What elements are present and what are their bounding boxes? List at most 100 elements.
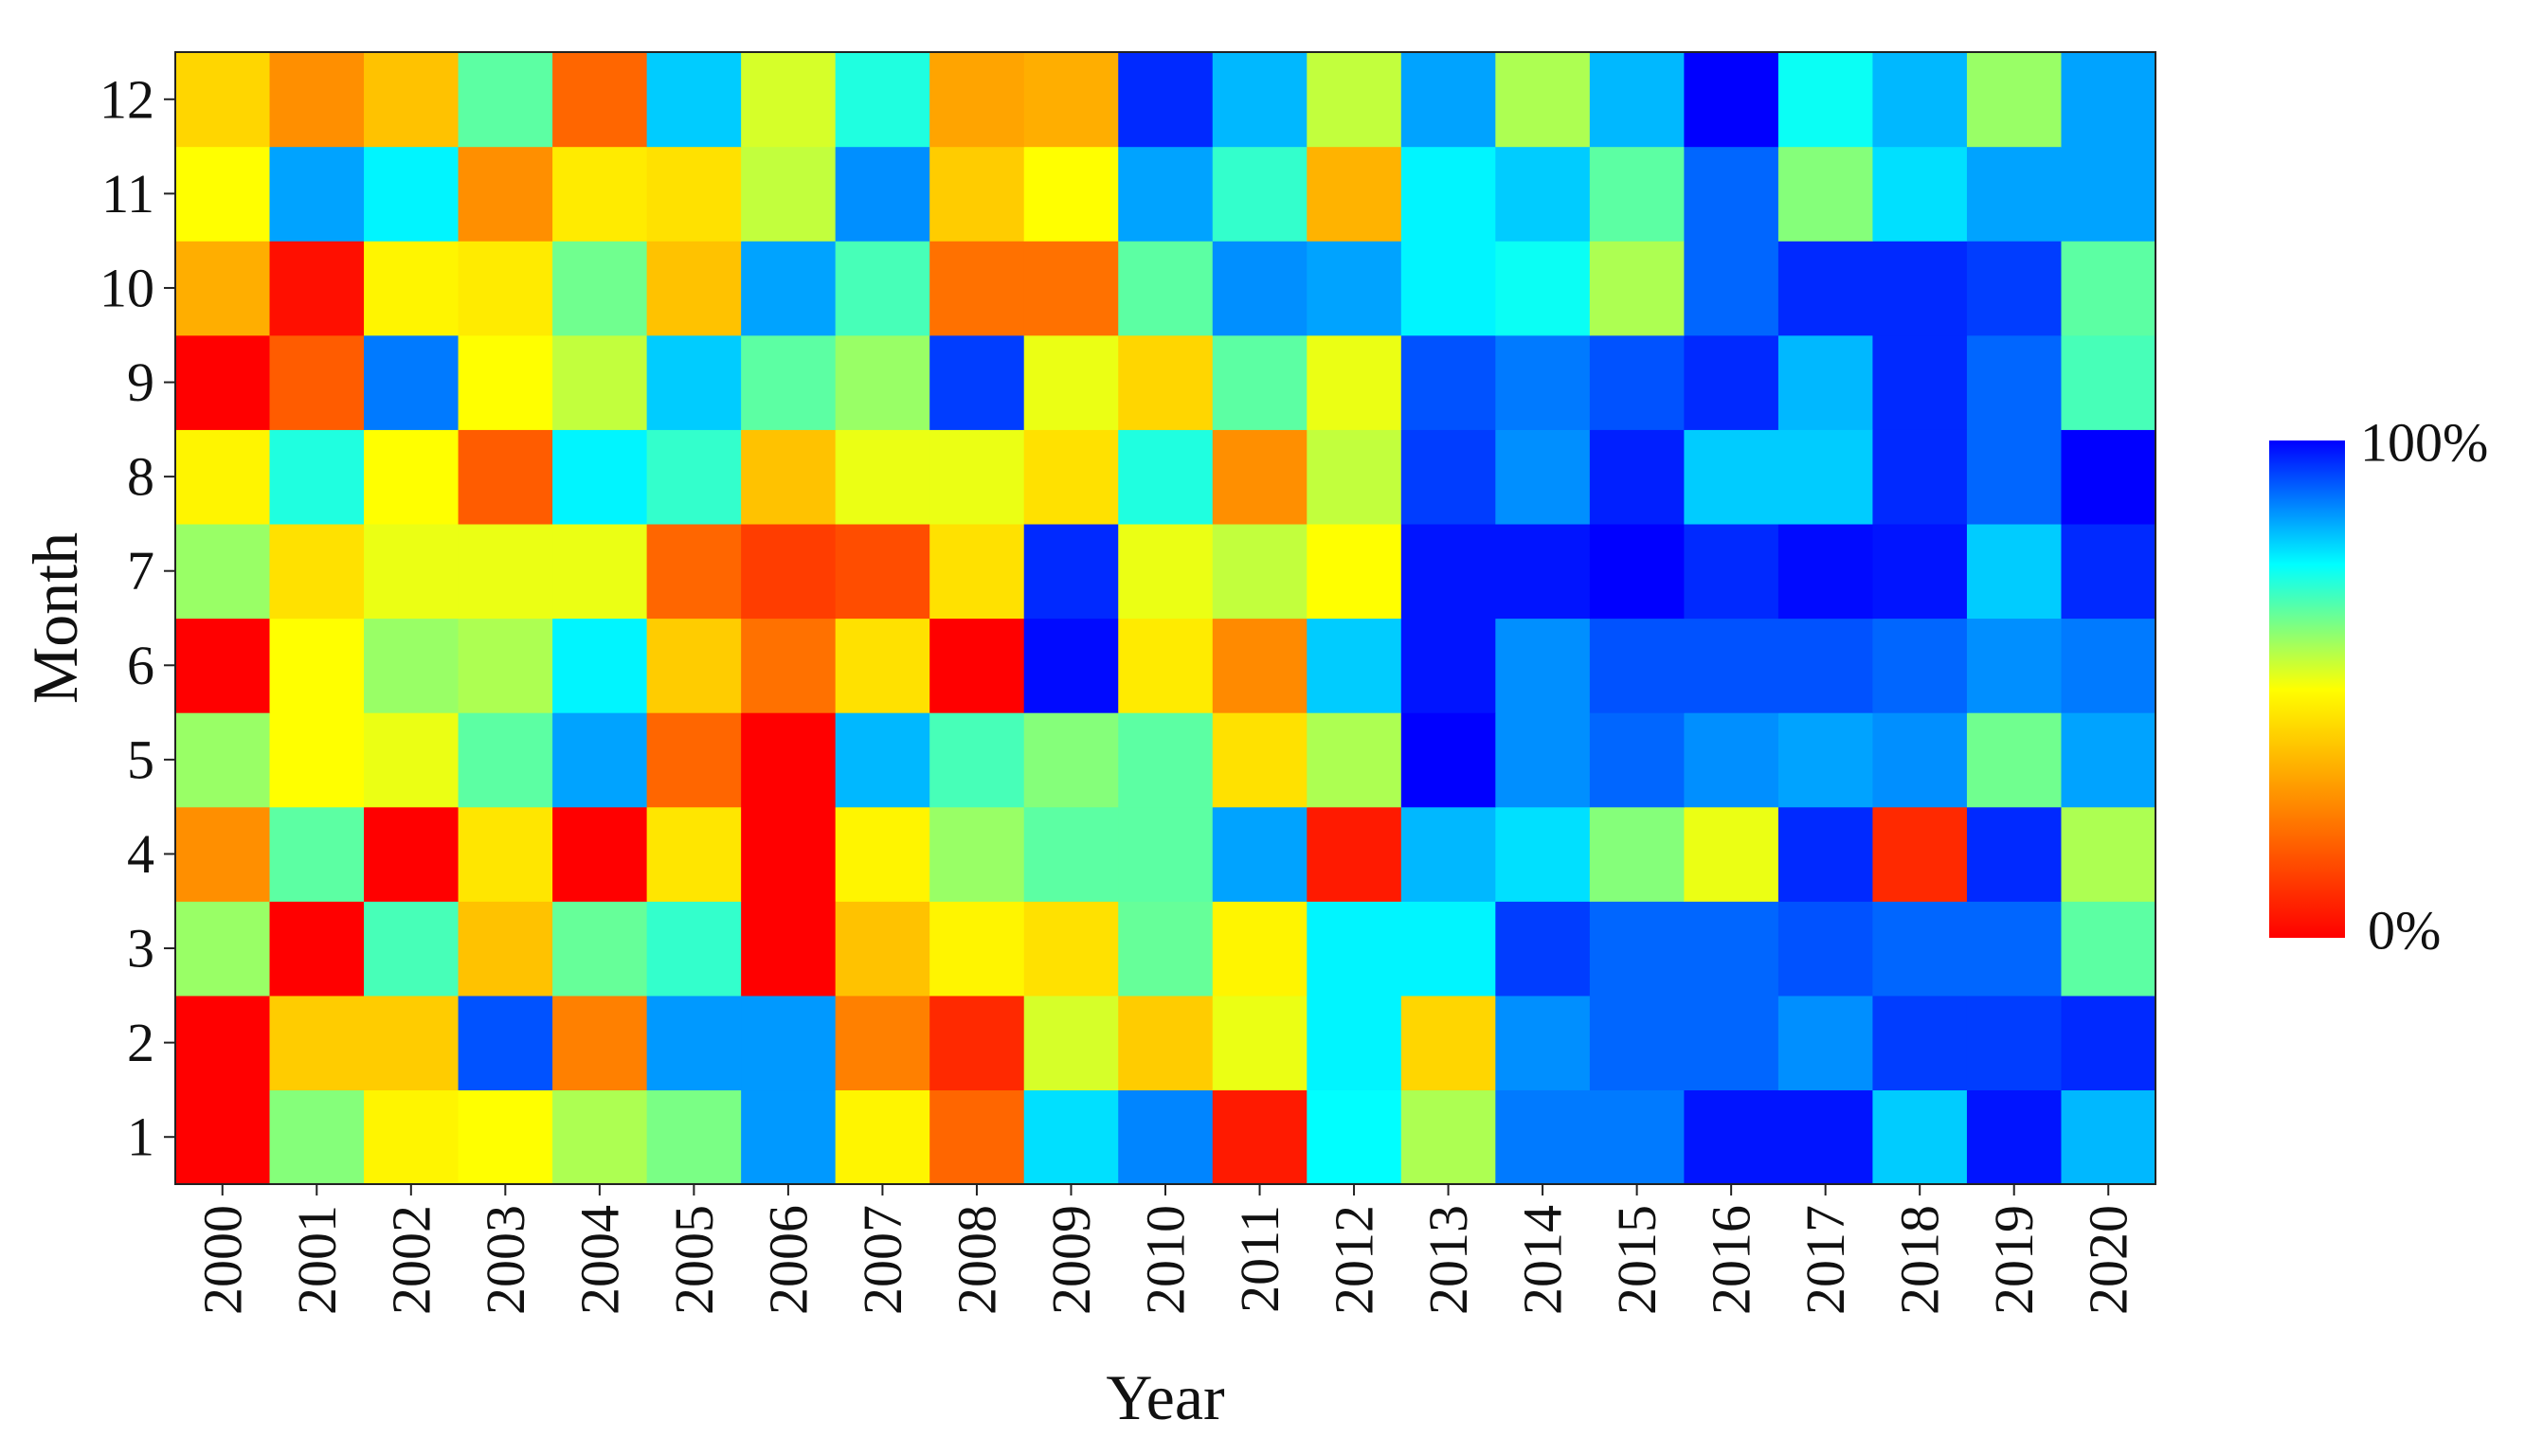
heatmap-cell bbox=[741, 52, 837, 148]
x-tick-label: 2016 bbox=[1701, 1205, 1762, 1315]
heatmap-cell bbox=[2061, 52, 2156, 148]
heatmap-cell bbox=[1589, 618, 1685, 713]
heatmap-cell bbox=[364, 712, 460, 808]
heatmap-cell bbox=[1400, 995, 1496, 1091]
heatmap-cell bbox=[269, 901, 365, 997]
heatmap-cell bbox=[929, 429, 1025, 525]
heatmap-cell bbox=[1400, 901, 1496, 997]
heatmap-cell bbox=[1872, 429, 1968, 525]
heatmap-cell bbox=[1212, 712, 1308, 808]
heatmap-cell bbox=[1777, 146, 1874, 242]
heatmap-cell bbox=[552, 334, 648, 430]
heatmap-cell bbox=[458, 523, 553, 620]
heatmap-cell bbox=[552, 618, 648, 713]
heatmap-cell bbox=[1023, 712, 1119, 808]
heatmap-cell bbox=[2061, 1089, 2156, 1185]
heatmap-cell bbox=[552, 901, 648, 997]
y-tick-label: 12 bbox=[99, 68, 154, 130]
heatmap-cell bbox=[646, 241, 742, 336]
heatmap-cell bbox=[2061, 429, 2156, 525]
heatmap-cell bbox=[1118, 712, 1214, 808]
heatmap-cell bbox=[458, 901, 553, 997]
heatmap-cell bbox=[552, 806, 648, 902]
heatmap-cell bbox=[835, 429, 930, 525]
heatmap-cell bbox=[1118, 429, 1214, 525]
heatmap-cell bbox=[1400, 618, 1496, 713]
heatmap-cell bbox=[1400, 146, 1496, 242]
heatmap-cell bbox=[1307, 1089, 1402, 1185]
heatmap-cell bbox=[269, 429, 365, 525]
heatmap-cell bbox=[1118, 334, 1214, 430]
heatmap-cell bbox=[175, 712, 271, 808]
heatmap-cell bbox=[364, 52, 460, 148]
heatmap-cell bbox=[1684, 241, 1779, 336]
heatmap-cell bbox=[1684, 995, 1779, 1091]
heatmap-cell bbox=[175, 146, 271, 242]
heatmap-cell bbox=[1023, 334, 1119, 430]
heatmap-cell bbox=[1495, 1089, 1591, 1185]
heatmap-cell bbox=[646, 806, 742, 902]
heatmap-cell bbox=[1966, 334, 2063, 430]
heatmap-cell bbox=[1212, 146, 1308, 242]
heatmap-cell bbox=[1777, 1089, 1874, 1185]
heatmap-cell bbox=[175, 429, 271, 525]
heatmap-cell bbox=[175, 52, 271, 148]
x-tick-label: 2020 bbox=[2078, 1205, 2139, 1315]
heatmap-cell bbox=[175, 241, 271, 336]
heatmap-cell bbox=[646, 901, 742, 997]
heatmap-cell bbox=[929, 523, 1025, 620]
heatmap-cell bbox=[1777, 241, 1874, 336]
heatmap-cell bbox=[835, 334, 930, 430]
x-tick-label: 2015 bbox=[1606, 1205, 1668, 1315]
heatmap-cell bbox=[1966, 429, 2063, 525]
heatmap-cell bbox=[929, 334, 1025, 430]
heatmap-cell bbox=[1118, 806, 1214, 902]
heatmap-cell bbox=[929, 618, 1025, 713]
heatmap-cell bbox=[269, 334, 365, 430]
heatmap-cell bbox=[835, 806, 930, 902]
colorbar-max-label: 100% bbox=[2360, 412, 2488, 474]
heatmap-cell bbox=[929, 995, 1025, 1091]
y-tick-label: 8 bbox=[127, 446, 154, 508]
x-tick-label: 2008 bbox=[946, 1205, 1007, 1315]
y-tick-label: 10 bbox=[99, 257, 154, 318]
heatmap-cell bbox=[175, 523, 271, 620]
x-tick-label: 2002 bbox=[380, 1205, 442, 1315]
heatmap-cell bbox=[1684, 901, 1779, 997]
heatmap-cell bbox=[929, 806, 1025, 902]
heatmap-cell bbox=[1495, 901, 1591, 997]
heatmap-cell bbox=[1495, 995, 1591, 1091]
heatmap-cell bbox=[1872, 712, 1968, 808]
heatmap-cell bbox=[1118, 146, 1214, 242]
heatmap-cell bbox=[1589, 241, 1685, 336]
heatmap-cell bbox=[741, 146, 837, 242]
heatmap-cell bbox=[364, 1089, 460, 1185]
heatmap-cell bbox=[458, 429, 553, 525]
heatmap-cell bbox=[1400, 52, 1496, 148]
heatmap-cell bbox=[741, 618, 837, 713]
heatmap-cell bbox=[1023, 52, 1119, 148]
heatmap-cell bbox=[1212, 52, 1308, 148]
heatmap-cell bbox=[1589, 523, 1685, 620]
heatmap-cell bbox=[1307, 618, 1402, 713]
heatmap-cell bbox=[741, 334, 837, 430]
heatmap-cell bbox=[364, 806, 460, 902]
heatmap-cell bbox=[1212, 241, 1308, 336]
heatmap-cell bbox=[741, 523, 837, 620]
heatmap-cell bbox=[1684, 334, 1779, 430]
y-axis-title: Month bbox=[19, 532, 91, 704]
heatmap-cell bbox=[364, 523, 460, 620]
heatmap-cell bbox=[929, 712, 1025, 808]
heatmap-cell bbox=[175, 901, 271, 997]
heatmap-cell bbox=[741, 806, 837, 902]
heatmap-cell bbox=[2061, 806, 2156, 902]
heatmap-cell bbox=[1212, 995, 1308, 1091]
heatmap-cell bbox=[1777, 712, 1874, 808]
heatmap-cell bbox=[741, 901, 837, 997]
heatmap-cell bbox=[1684, 618, 1779, 713]
x-tick-label: 2012 bbox=[1324, 1205, 1385, 1315]
heatmap-cell bbox=[175, 618, 271, 713]
heatmap-cell bbox=[458, 146, 553, 242]
heatmap-cell bbox=[1118, 523, 1214, 620]
